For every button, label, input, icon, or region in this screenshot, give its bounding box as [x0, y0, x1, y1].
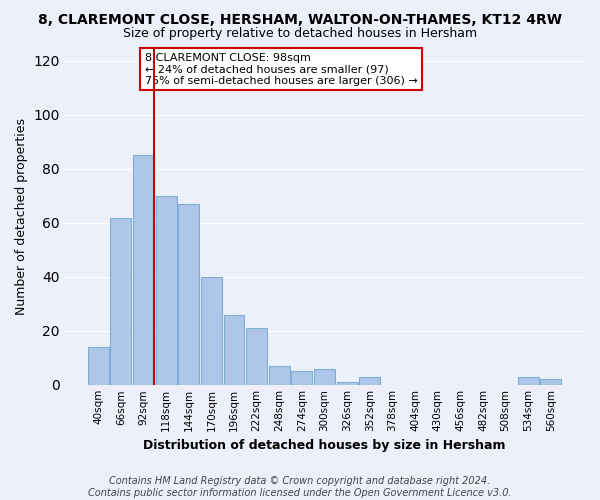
Text: Size of property relative to detached houses in Hersham: Size of property relative to detached ho…	[123, 28, 477, 40]
Bar	[359, 377, 380, 385]
Bar	[292, 372, 313, 385]
Bar	[246, 328, 267, 385]
Bar	[224, 314, 244, 385]
Text: 8 CLAREMONT CLOSE: 98sqm
← 24% of detached houses are smaller (97)
75% of semi-d: 8 CLAREMONT CLOSE: 98sqm ← 24% of detach…	[145, 52, 418, 86]
Text: Contains HM Land Registry data © Crown copyright and database right 2024.
Contai: Contains HM Land Registry data © Crown c…	[88, 476, 512, 498]
Bar	[314, 368, 335, 385]
Bar	[133, 156, 154, 385]
Bar	[178, 204, 199, 385]
Text: 8, CLAREMONT CLOSE, HERSHAM, WALTON-ON-THAMES, KT12 4RW: 8, CLAREMONT CLOSE, HERSHAM, WALTON-ON-T…	[38, 12, 562, 26]
Bar	[269, 366, 290, 385]
Bar	[337, 382, 358, 385]
X-axis label: Distribution of detached houses by size in Hersham: Distribution of detached houses by size …	[143, 440, 506, 452]
Bar	[88, 347, 109, 385]
Bar	[110, 218, 131, 385]
Bar	[541, 380, 562, 385]
Bar	[518, 377, 539, 385]
Y-axis label: Number of detached properties: Number of detached properties	[15, 118, 28, 314]
Bar	[201, 277, 222, 385]
Bar	[155, 196, 176, 385]
